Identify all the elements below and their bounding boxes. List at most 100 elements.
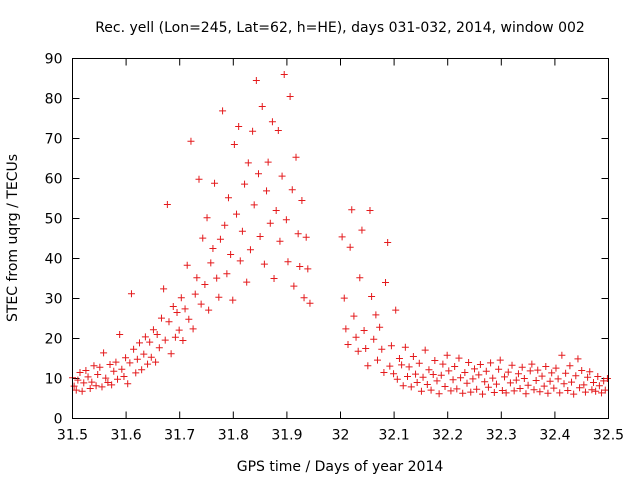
data-point xyxy=(451,363,459,370)
data-point xyxy=(501,373,509,381)
data-point xyxy=(88,378,96,386)
data-point xyxy=(467,388,475,396)
data-point xyxy=(526,367,534,375)
data-point xyxy=(104,379,112,386)
data-point xyxy=(96,363,104,371)
data-point xyxy=(598,389,606,397)
data-point xyxy=(586,368,594,376)
data-point xyxy=(471,365,478,373)
data-point xyxy=(572,372,580,380)
data-point xyxy=(342,325,350,333)
data-point xyxy=(94,371,102,378)
data-point xyxy=(548,369,556,377)
data-point xyxy=(183,261,191,269)
data-point xyxy=(463,379,471,387)
data-point xyxy=(193,274,201,282)
data-point xyxy=(216,235,224,243)
data-point xyxy=(84,373,92,381)
data-point xyxy=(554,375,562,383)
data-point xyxy=(595,382,603,390)
data-point xyxy=(534,366,542,374)
data-point xyxy=(82,367,90,374)
data-point xyxy=(362,345,370,352)
data-point xyxy=(461,369,469,376)
data-point xyxy=(419,373,427,381)
data-point xyxy=(395,355,403,362)
data-point xyxy=(197,300,205,308)
data-point xyxy=(380,369,388,376)
data-point xyxy=(504,368,512,376)
data-point xyxy=(346,243,354,251)
data-point xyxy=(536,388,544,396)
y-tick-label: 30 xyxy=(45,292,63,308)
data-point xyxy=(199,234,207,242)
data-point xyxy=(415,359,423,367)
data-point xyxy=(263,187,271,195)
x-tick-label: 32.4 xyxy=(539,428,570,444)
data-point xyxy=(338,233,346,241)
data-point xyxy=(570,390,578,398)
data-point xyxy=(224,194,232,202)
data-point xyxy=(581,388,589,396)
data-point xyxy=(106,361,114,368)
y-tick-label: 40 xyxy=(45,252,63,268)
data-point xyxy=(268,118,276,126)
data-point xyxy=(124,380,132,388)
data-point xyxy=(592,387,600,395)
data-point xyxy=(300,294,308,302)
data-point xyxy=(179,337,187,344)
data-point xyxy=(412,370,420,378)
data-point xyxy=(600,377,608,385)
data-point xyxy=(558,351,566,359)
data-point xyxy=(550,384,558,392)
data-point xyxy=(447,387,455,395)
data-point xyxy=(292,153,300,161)
data-point xyxy=(249,127,257,135)
data-point xyxy=(252,77,260,84)
data-point xyxy=(437,371,445,379)
data-point xyxy=(564,387,572,394)
y-tick-label: 60 xyxy=(45,172,63,188)
y-tick-label: 50 xyxy=(45,212,63,228)
data-point xyxy=(443,351,451,359)
data-point xyxy=(538,372,546,380)
data-point xyxy=(542,363,550,370)
data-point xyxy=(562,369,570,377)
data-point xyxy=(495,365,503,373)
data-point xyxy=(201,281,209,288)
data-point xyxy=(405,363,413,371)
data-point xyxy=(126,359,134,367)
data-point xyxy=(181,305,189,313)
data-point xyxy=(384,239,392,246)
data-point xyxy=(127,290,135,298)
x-tick-label: 31.8 xyxy=(218,428,249,444)
data-point xyxy=(498,387,506,394)
data-point xyxy=(250,201,258,209)
data-point xyxy=(298,197,306,204)
data-point xyxy=(594,373,602,380)
data-point xyxy=(552,364,560,372)
data-point xyxy=(482,367,490,375)
data-point xyxy=(522,390,530,398)
data-point xyxy=(473,385,481,393)
data-point xyxy=(401,343,409,351)
data-point xyxy=(425,366,433,374)
data-point xyxy=(601,386,609,394)
data-point xyxy=(223,270,231,278)
data-point xyxy=(441,383,449,390)
data-point xyxy=(221,221,229,229)
data-point xyxy=(475,371,483,379)
data-point xyxy=(78,387,86,395)
data-point xyxy=(487,359,495,367)
data-point xyxy=(476,361,484,368)
data-point xyxy=(171,333,179,341)
data-point xyxy=(160,285,168,293)
data-point xyxy=(276,237,284,245)
data-point xyxy=(360,327,368,334)
data-point xyxy=(98,383,106,391)
data-point xyxy=(433,377,441,385)
data-point xyxy=(213,274,221,282)
data-point xyxy=(191,290,199,298)
data-point xyxy=(243,278,251,286)
